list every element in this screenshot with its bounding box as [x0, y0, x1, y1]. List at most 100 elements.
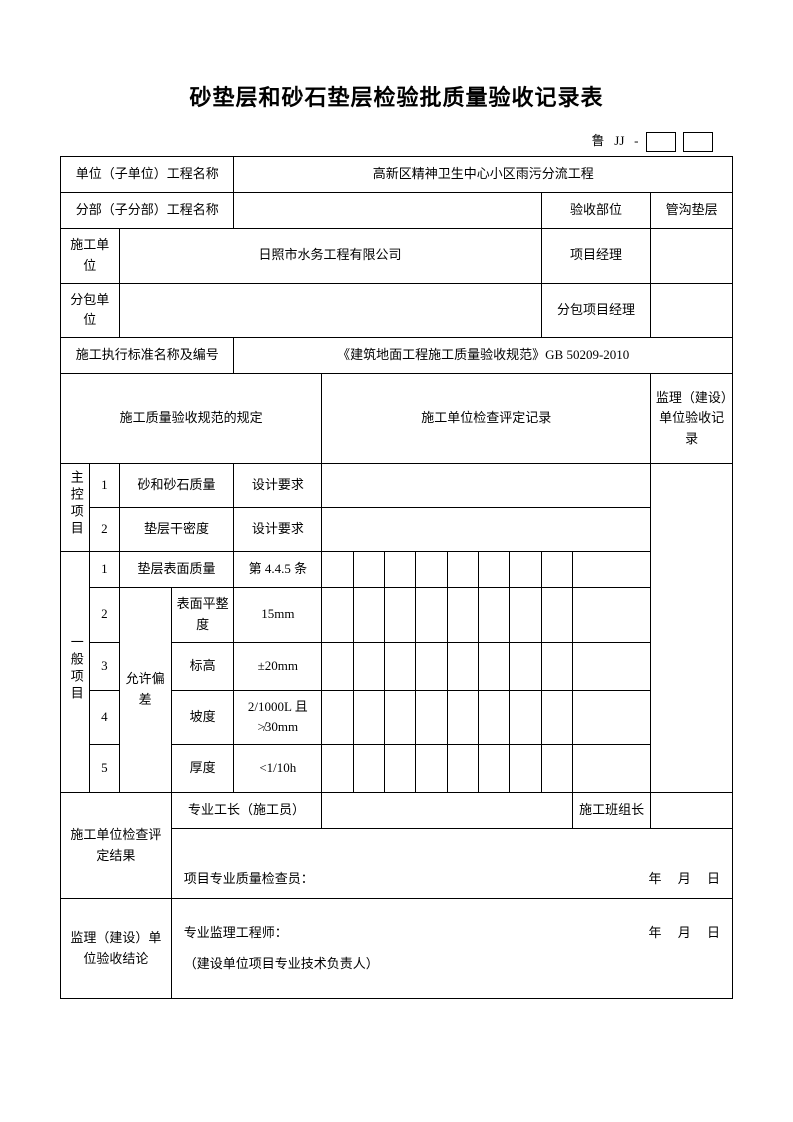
g-cell-1-6[interactable] [478, 552, 509, 588]
g-cell-4-3[interactable] [384, 690, 415, 745]
g-cell-3-1[interactable] [322, 642, 353, 690]
g-cell-3-9[interactable] [572, 642, 650, 690]
date-2: 年 月 日 [648, 923, 720, 944]
g-cell-2-6[interactable] [478, 588, 509, 643]
g-cell-1-9[interactable] [572, 552, 650, 588]
mc-item-2: 垫层干密度 [119, 508, 234, 552]
owner-tech-label: （建设单位项目专业技术负责人） [184, 954, 720, 975]
main-table: 单位（子单位）工程名称 高新区精神卫生中心小区雨污分流工程 分部（子分部）工程名… [60, 156, 733, 999]
g-req-1: 第 4.4.5 条 [234, 552, 322, 588]
g-num-1: 1 [90, 552, 119, 588]
acceptance-part-value: 管沟垫层 [651, 193, 733, 229]
supervisor-conclusion-cell[interactable]: 专业监理工程师： 年 月 日 （建设单位项目专业技术负责人） [171, 899, 732, 999]
g-cell-3-4[interactable] [416, 642, 447, 690]
g-cell-3-7[interactable] [510, 642, 541, 690]
team-leader-value[interactable] [651, 793, 733, 829]
g-cell-1-5[interactable] [447, 552, 478, 588]
g-cell-4-2[interactable] [353, 690, 384, 745]
g-cell-5-6[interactable] [478, 745, 509, 793]
g-item-3: 标高 [171, 642, 234, 690]
supervisor-record-cell[interactable] [651, 464, 733, 793]
g-cell-3-8[interactable] [541, 642, 572, 690]
g-cell-1-3[interactable] [384, 552, 415, 588]
unit-project-value: 高新区精神卫生中心小区雨污分流工程 [234, 157, 733, 193]
foreman-label: 专业工长（施工员） [171, 793, 321, 829]
mc-check-2[interactable] [322, 508, 651, 552]
g-cell-2-2[interactable] [353, 588, 384, 643]
g-cell-1-4[interactable] [416, 552, 447, 588]
supervisor-conclusion-label: 监理（建设）单位验收结论 [61, 899, 172, 999]
g-item-4: 坡度 [171, 690, 234, 745]
g-cell-2-3[interactable] [384, 588, 415, 643]
date-1: 年 月 日 [648, 869, 720, 890]
code-box-2[interactable] [683, 132, 713, 152]
document-code: 鲁 JJ - [60, 130, 733, 152]
g-cell-5-5[interactable] [447, 745, 478, 793]
main-control-category: 主控项目 [61, 464, 90, 552]
contractor-result-label: 施工单位检查评定结果 [61, 793, 172, 899]
page-title: 砂垫层和砂石垫层检验批质量验收记录表 [60, 80, 733, 112]
subcontractor-label: 分包单位 [61, 283, 120, 338]
g-cell-2-4[interactable] [416, 588, 447, 643]
mc-num-1: 1 [90, 464, 119, 508]
sub-pm-value[interactable] [651, 283, 733, 338]
g-cell-2-5[interactable] [447, 588, 478, 643]
g-num-4: 4 [90, 690, 119, 745]
g-cell-5-4[interactable] [416, 745, 447, 793]
code-box-1[interactable] [646, 132, 676, 152]
g-cell-5-7[interactable] [510, 745, 541, 793]
sub-project-value[interactable] [234, 193, 541, 229]
code-sep: - [634, 133, 638, 148]
g-num-5: 5 [90, 745, 119, 793]
g-num-3: 3 [90, 642, 119, 690]
project-manager-value[interactable] [651, 229, 733, 284]
g-cell-4-6[interactable] [478, 690, 509, 745]
g-cell-1-7[interactable] [510, 552, 541, 588]
acceptance-part-label: 验收部位 [541, 193, 651, 229]
g-cell-2-7[interactable] [510, 588, 541, 643]
g-item-2: 表面平整度 [171, 588, 234, 643]
construction-unit-value: 日照市水务工程有限公司 [119, 229, 541, 284]
g-cell-5-9[interactable] [572, 745, 650, 793]
general-category: 一般项目 [61, 552, 90, 793]
g-cell-2-9[interactable] [572, 588, 650, 643]
g-cell-4-9[interactable] [572, 690, 650, 745]
g-cell-3-3[interactable] [384, 642, 415, 690]
mc-req-1: 设计要求 [234, 464, 322, 508]
g-cell-4-1[interactable] [322, 690, 353, 745]
g-cell-5-1[interactable] [322, 745, 353, 793]
g-cell-5-3[interactable] [384, 745, 415, 793]
spec-provisions-header: 施工质量验收规范的规定 [61, 374, 322, 464]
g-cell-3-6[interactable] [478, 642, 509, 690]
g-num-2: 2 [90, 588, 119, 643]
g-cell-3-5[interactable] [447, 642, 478, 690]
code-label: JJ [614, 133, 624, 148]
g-cell-3-2[interactable] [353, 642, 384, 690]
g-req-3: ±20mm [234, 642, 322, 690]
quality-inspector-label: 项目专业质量检查员： [184, 869, 314, 890]
g-cell-5-8[interactable] [541, 745, 572, 793]
g-cell-4-4[interactable] [416, 690, 447, 745]
supervisor-accept-header: 监理（建设）单位验收记录 [651, 374, 733, 464]
foreman-value[interactable] [322, 793, 573, 829]
quality-inspector-cell[interactable]: 项目专业质量检查员： 年 月 日 [171, 829, 732, 899]
standard-label: 施工执行标准名称及编号 [61, 338, 234, 374]
g-cell-1-8[interactable] [541, 552, 572, 588]
g-cell-2-8[interactable] [541, 588, 572, 643]
g-cell-1-1[interactable] [322, 552, 353, 588]
sub-pm-label: 分包项目经理 [541, 283, 651, 338]
code-prefix: 鲁 [592, 133, 605, 148]
g-cell-4-7[interactable] [510, 690, 541, 745]
g-cell-5-2[interactable] [353, 745, 384, 793]
g-cell-4-8[interactable] [541, 690, 572, 745]
unit-project-label: 单位（子单位）工程名称 [61, 157, 234, 193]
tolerance-label: 允许偏差 [119, 588, 171, 793]
project-manager-label: 项目经理 [541, 229, 651, 284]
g-cell-4-5[interactable] [447, 690, 478, 745]
g-item-5: 厚度 [171, 745, 234, 793]
mc-check-1[interactable] [322, 464, 651, 508]
g-item-1: 垫层表面质量 [119, 552, 234, 588]
subcontractor-value[interactable] [119, 283, 541, 338]
g-cell-1-2[interactable] [353, 552, 384, 588]
g-cell-2-1[interactable] [322, 588, 353, 643]
